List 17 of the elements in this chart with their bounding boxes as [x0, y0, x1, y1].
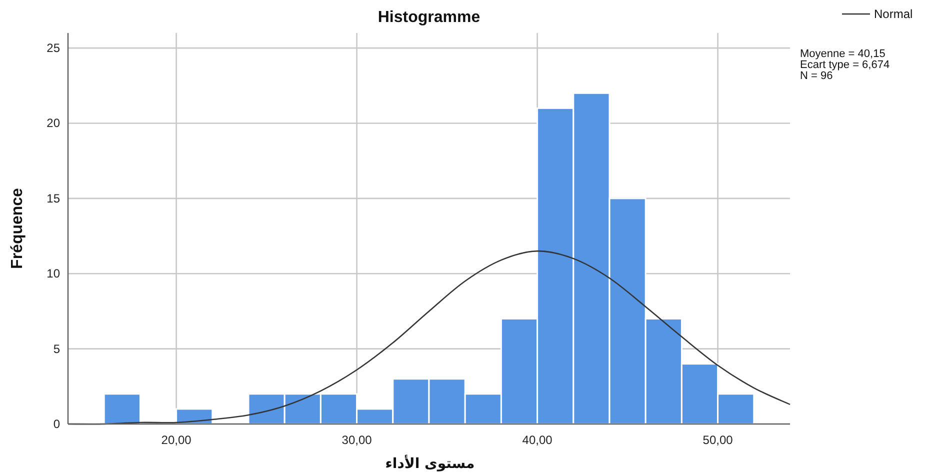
y-tick-label: 0	[53, 417, 60, 431]
y-tick-label: 5	[53, 342, 60, 356]
x-tick-label: 40,00	[522, 433, 553, 447]
x-tick-label: 20,00	[161, 433, 192, 447]
y-tick-label: 10	[46, 266, 60, 281]
y-axis-title: Fréquence	[9, 188, 26, 269]
chart-title: Histogramme	[378, 9, 480, 26]
legend-label: Normal	[874, 7, 913, 21]
x-tick-label: 50,00	[702, 433, 734, 447]
text: Ecart type = 6,674	[800, 59, 890, 71]
text: N = 96	[800, 70, 833, 82]
y-tick-label: 20	[46, 116, 60, 130]
text: Moyenne = 40,15	[800, 48, 886, 60]
x-axis-title: مستوى الأداء	[385, 454, 475, 472]
y-tick-label: 15	[46, 191, 60, 206]
x-tick-label: 30,00	[342, 433, 372, 447]
y-tick-label: 25	[46, 41, 60, 56]
